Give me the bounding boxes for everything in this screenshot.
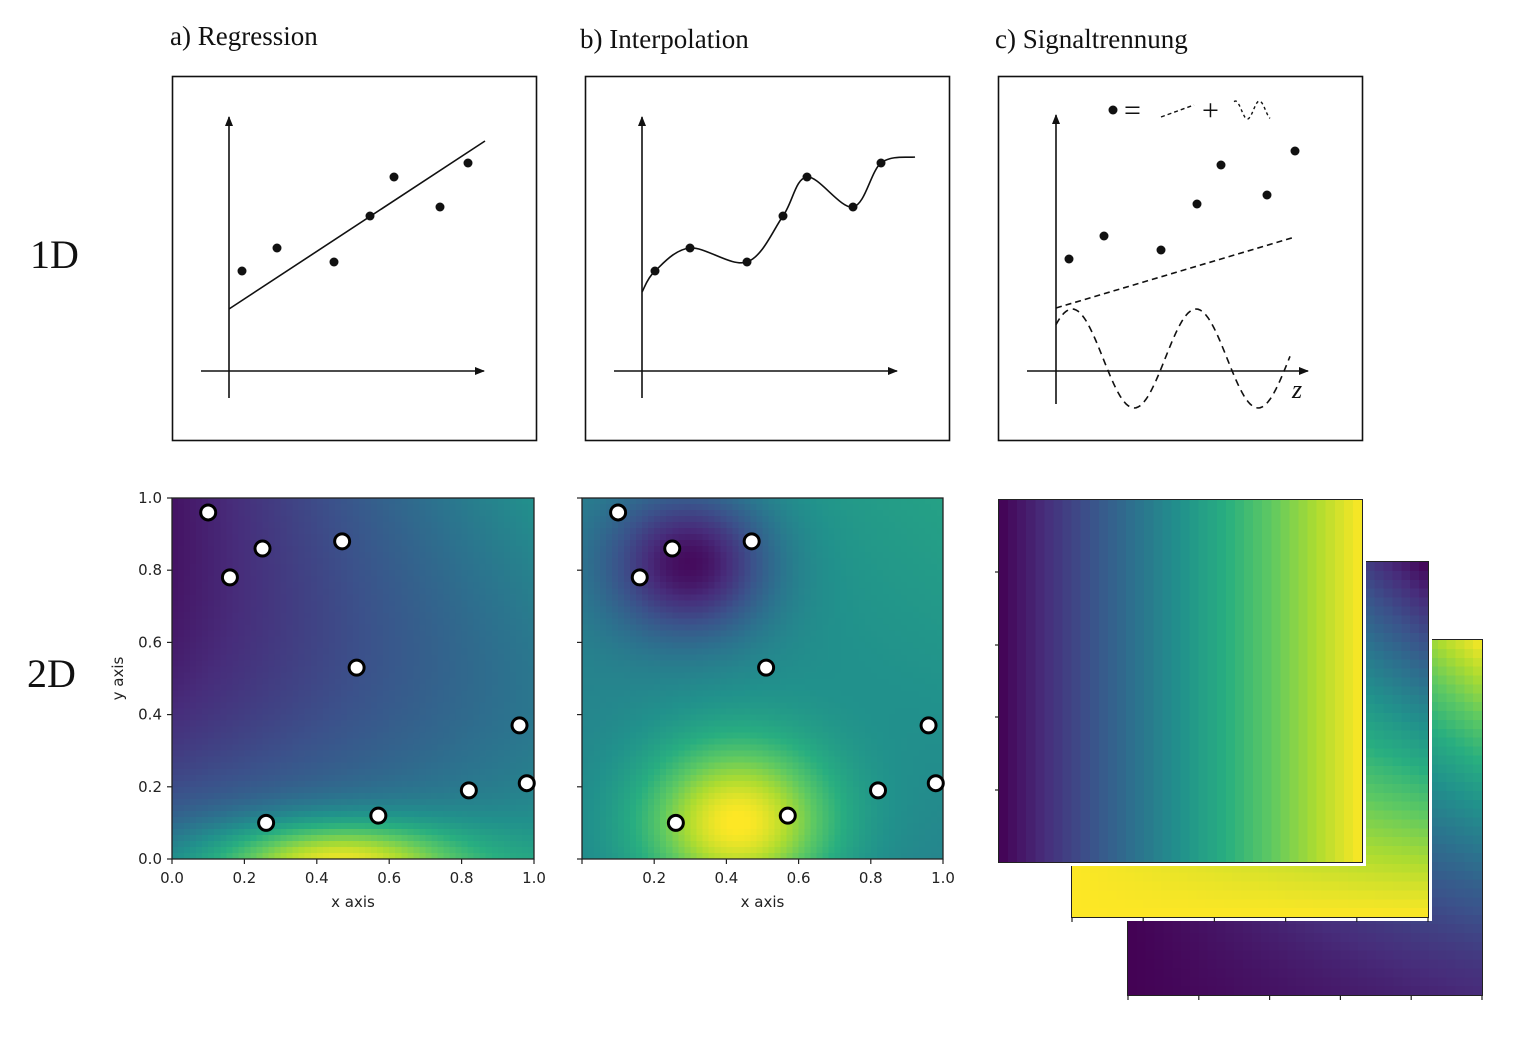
signal-separation-1d-panel: z = + [997,75,1364,442]
sample-dot [1262,190,1272,200]
y-axis-label: y axis [109,656,127,700]
data-point [517,774,536,793]
data-point [742,532,761,551]
x-tick-label: 0.2 [642,869,666,887]
legend-equals: = [1124,94,1141,127]
x-tick-label: 1.0 [522,869,546,887]
data-point [919,716,938,735]
sample-dot [1290,146,1300,156]
data-point [253,539,272,558]
x-axis-label: x axis [331,893,375,911]
regression-line [228,140,486,310]
interpolation-heatmap [582,498,943,859]
sample-dot [463,158,473,168]
y-tick-label: 0.8 [138,561,162,579]
interpolation-curve [641,156,916,293]
x-tick-label: 0.4 [714,869,738,887]
sample-dot [1216,160,1226,170]
data-point [666,813,685,832]
sample-dot [435,202,445,212]
sample-dot [876,158,886,168]
legend-trend-icon [1160,104,1195,118]
data-point [663,539,682,558]
panel-frame [171,75,538,442]
legend-wave-icon [1233,100,1271,120]
sample-dot [1064,254,1074,264]
data-point [459,781,478,800]
regression-axes-frame [171,497,535,860]
signal-layer-front [998,499,1363,863]
oscillation-component-dashed [1055,308,1291,409]
x-tick-label: 0.8 [450,869,474,887]
data-point [778,806,797,825]
x-tick-label: 0.0 [160,869,184,887]
sample-dot [365,211,375,221]
interpolation-axes-frame [581,497,944,860]
sample-dot [778,211,788,221]
panel-title-interpolation: b) Interpolation [580,24,749,54]
panel-title-regression: a) Regression [170,21,318,51]
row-label-1d: 1D [30,232,79,277]
regression-heatmap [172,498,534,859]
z-axis-label: z [1291,375,1302,404]
sample-dot [1156,245,1166,255]
regression-1d-panel [171,75,538,442]
row-label-2d: 2D [27,651,76,696]
data-point [609,503,628,522]
sample-dot [389,172,399,182]
y-tick-label: 0.0 [138,850,162,868]
data-point [926,774,945,793]
y-tick-label: 0.6 [138,633,162,651]
sample-dot [848,202,858,212]
sample-dot [802,172,812,182]
data-point [220,568,239,587]
panel-title-signal-separation: c) Signaltrennung [995,24,1188,54]
data-point [369,806,388,825]
sample-dot [1192,199,1202,209]
panel-frame [584,75,951,442]
data-point [347,658,366,677]
data-point [630,568,649,587]
x-tick-label: 1.0 [931,869,955,887]
data-point [757,658,776,677]
trend-component-dashed [1055,236,1296,309]
data-point [510,716,529,735]
legend-dot-icon [1108,105,1118,115]
y-tick-label: 1.0 [138,489,162,507]
y-tick-label: 0.2 [138,778,162,796]
sample-dot [272,243,282,253]
sample-dot [237,266,247,276]
data-point [333,532,352,551]
x-tick-label: 0.6 [377,869,401,887]
panel-frame [997,75,1364,442]
data-point [199,503,218,522]
y-tick-label: 0.4 [138,706,162,724]
data-point [869,781,888,800]
sample-dot [650,266,660,276]
x-tick-label: 0.6 [787,869,811,887]
sample-dot [685,243,695,253]
x-tick-label: 0.4 [305,869,329,887]
x-tick-label: 0.2 [232,869,256,887]
sample-dot [1099,231,1109,241]
interpolation-1d-panel [584,75,951,442]
data-point [257,813,276,832]
sample-dot [329,257,339,267]
legend-plus: + [1202,94,1219,127]
x-tick-label: 0.8 [859,869,883,887]
x-axis-label: x axis [741,893,785,911]
sample-dot [742,257,752,267]
